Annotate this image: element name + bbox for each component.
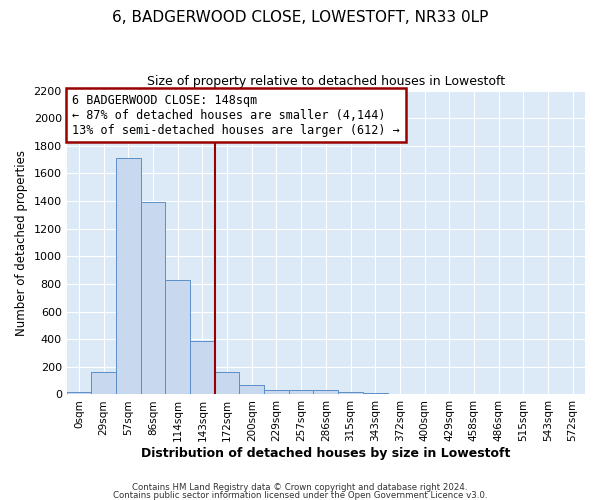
Text: 6, BADGERWOOD CLOSE, LOWESTOFT, NR33 0LP: 6, BADGERWOOD CLOSE, LOWESTOFT, NR33 0LP	[112, 10, 488, 25]
Bar	[67, 392, 91, 394]
Bar	[264, 390, 289, 394]
Text: 6 BADGERWOOD CLOSE: 148sqm
← 87% of detached houses are smaller (4,144)
13% of s: 6 BADGERWOOD CLOSE: 148sqm ← 87% of deta…	[72, 94, 400, 136]
Bar	[239, 385, 264, 394]
Bar	[338, 392, 363, 394]
Text: Contains HM Land Registry data © Crown copyright and database right 2024.: Contains HM Land Registry data © Crown c…	[132, 484, 468, 492]
Bar	[91, 372, 116, 394]
X-axis label: Distribution of detached houses by size in Lowestoft: Distribution of detached houses by size …	[141, 447, 511, 460]
Bar	[166, 280, 190, 394]
Bar	[363, 393, 388, 394]
Bar	[289, 390, 313, 394]
Text: Contains public sector information licensed under the Open Government Licence v3: Contains public sector information licen…	[113, 490, 487, 500]
Bar	[313, 390, 338, 394]
Bar	[141, 202, 166, 394]
Bar	[215, 372, 239, 394]
Bar	[190, 340, 215, 394]
Y-axis label: Number of detached properties: Number of detached properties	[15, 150, 28, 336]
Title: Size of property relative to detached houses in Lowestoft: Size of property relative to detached ho…	[147, 75, 505, 88]
Bar	[116, 158, 141, 394]
